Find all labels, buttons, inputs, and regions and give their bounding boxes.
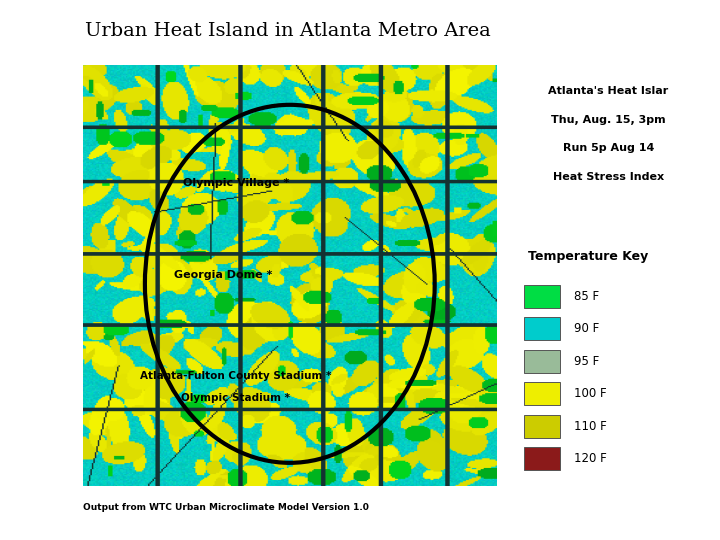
Text: Temperature Key: Temperature Key <box>528 250 648 263</box>
Text: 85 F: 85 F <box>574 290 599 303</box>
Text: Olympic Stadium *: Olympic Stadium * <box>181 393 290 402</box>
Text: Run 5p Aug 14: Run 5p Aug 14 <box>563 143 654 153</box>
Text: Olympic Village *: Olympic Village * <box>183 178 289 188</box>
Bar <box>523 447 560 470</box>
Text: 110 F: 110 F <box>574 420 607 433</box>
Text: Heat Stress Index: Heat Stress Index <box>553 172 664 182</box>
Bar <box>523 318 560 341</box>
Text: Georgia Dome *: Georgia Dome * <box>174 271 273 280</box>
Bar <box>523 415 560 438</box>
Text: 90 F: 90 F <box>574 322 599 335</box>
Text: Thu, Aug. 15, 3pm: Thu, Aug. 15, 3pm <box>551 114 666 125</box>
Text: Urban Heat Island in Atlanta Metro Area: Urban Heat Island in Atlanta Metro Area <box>85 22 491 39</box>
Text: Output from WTC Urban Microclimate Model Version 1.0: Output from WTC Urban Microclimate Model… <box>83 503 369 512</box>
Bar <box>523 285 560 308</box>
Text: Atlanta's Heat Islar: Atlanta's Heat Islar <box>548 86 669 96</box>
Bar <box>523 382 560 406</box>
Text: Atlanta-Fulton County Stadium *: Atlanta-Fulton County Stadium * <box>140 372 332 381</box>
Bar <box>523 350 560 373</box>
Text: 100 F: 100 F <box>574 387 607 400</box>
Text: 95 F: 95 F <box>574 355 599 368</box>
Text: 120 F: 120 F <box>574 452 607 465</box>
